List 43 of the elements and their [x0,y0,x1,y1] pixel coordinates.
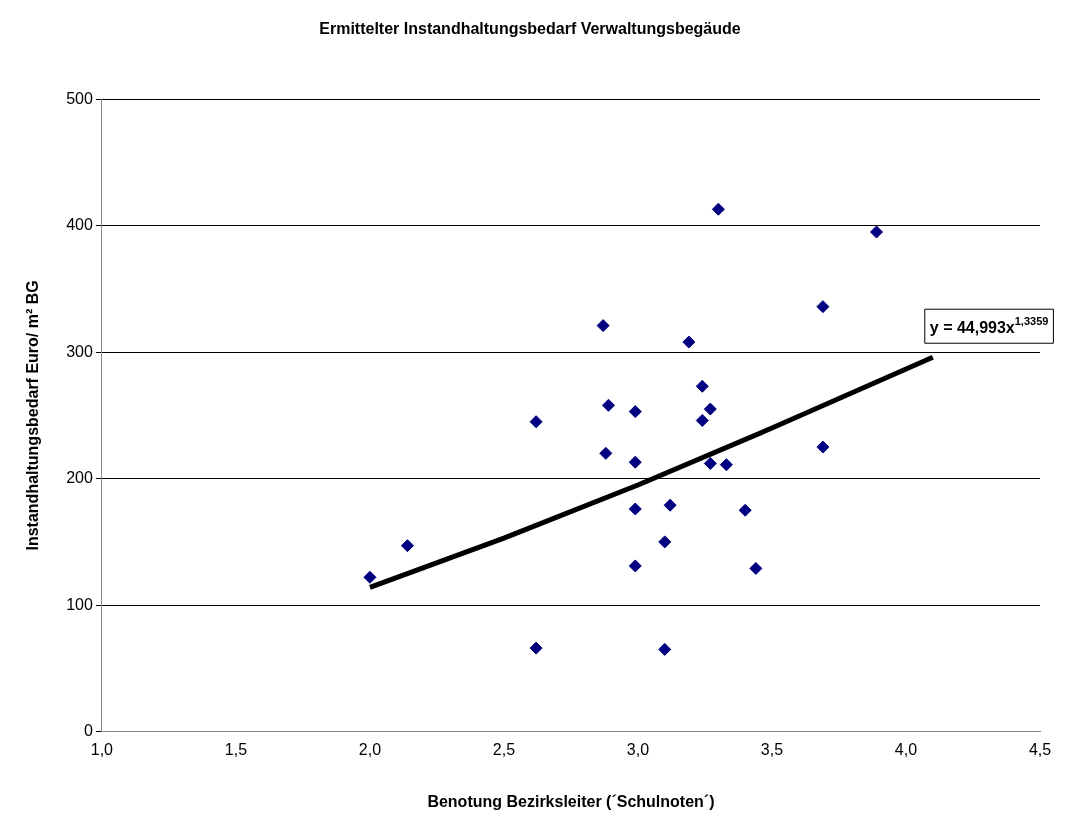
point [663,498,677,512]
x-tick-label: 3,5 [760,740,784,758]
point [596,319,610,333]
y-tick-label: 300 [66,342,93,360]
point [628,559,642,573]
point [658,642,672,656]
point [749,561,763,575]
point [738,503,752,517]
x-tick-label: 3,0 [626,740,650,758]
x-tick-label: 2,5 [492,740,516,758]
point [870,225,883,239]
point [628,455,642,469]
point [628,405,642,419]
y-tick-label: 100 [66,595,93,613]
point [719,458,733,472]
y-tick-label: 400 [66,216,93,234]
y-tick-label: 500 [66,89,93,107]
y-tick-label: 200 [66,469,93,487]
x-axis-title: Benotung Bezirksleiter (´Schulnoten´) [427,792,715,810]
point [529,641,543,655]
point [628,502,642,516]
point [695,379,709,393]
point [703,402,717,416]
point [601,398,615,412]
point [400,539,414,553]
x-tick-label: 1,5 [224,740,248,758]
chart-title: Ermittelter Instandhaltungsbedarf Verwaltungsbegäude [319,20,741,38]
point [363,570,377,584]
point [599,446,613,460]
point [529,415,543,429]
x-tick-label: 1,0 [90,740,114,758]
point [816,300,830,314]
point [682,335,696,349]
x-tick-label: 4,0 [894,740,918,758]
y-tick-label: 0 [83,722,93,740]
point [695,413,709,427]
point [703,456,717,470]
x-tick-label: 2,0 [358,740,382,758]
point [711,202,725,216]
x-tick-label: 4,5 [1028,740,1052,758]
point [658,535,672,549]
point [816,440,830,454]
y-axis-title: Instandhaltungsbedarf Euro/ m² BG [24,280,42,551]
